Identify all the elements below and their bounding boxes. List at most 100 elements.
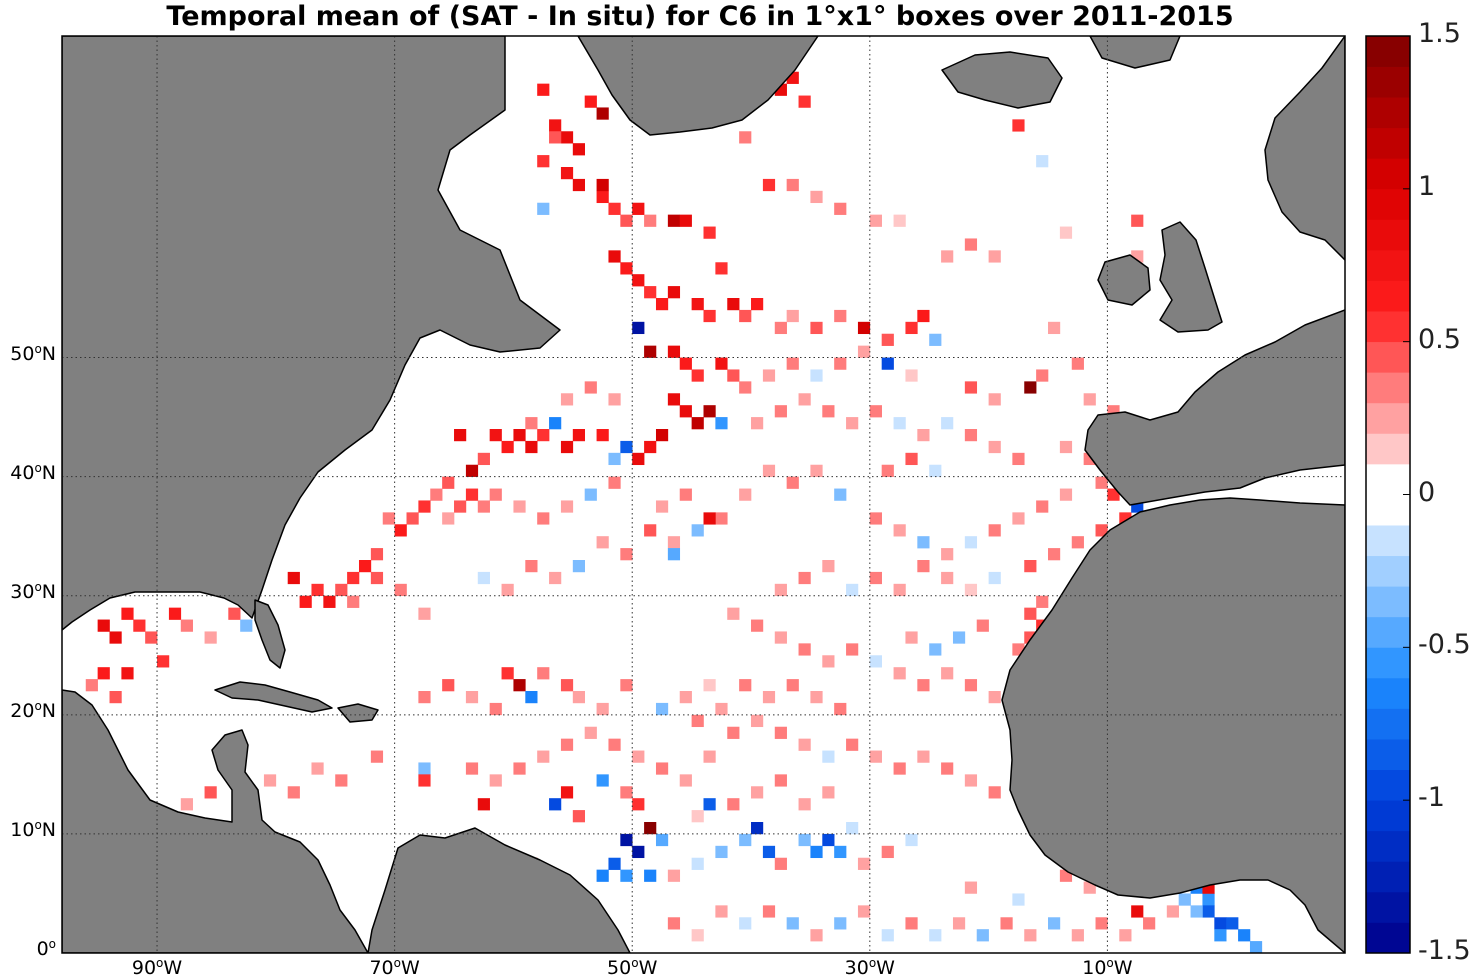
heatmap-cell [1012, 452, 1025, 466]
heatmap-cell [85, 679, 98, 692]
heatmap-cell [489, 488, 502, 501]
heatmap-cell [145, 631, 158, 644]
heatmap-cell [715, 262, 728, 275]
heatmap-cell [893, 417, 906, 430]
map-title: Temporal mean of (SAT - In situ) for C6 … [166, 1, 1234, 32]
heatmap-cell [1059, 488, 1073, 501]
heatmap-cell [1024, 929, 1037, 942]
heatmap-cell [525, 691, 538, 704]
heatmap-cell [893, 762, 906, 775]
tick-hemisphere: N [41, 818, 56, 841]
heatmap-cell [465, 691, 479, 704]
heatmap-cell [774, 857, 787, 870]
tick-value: 20 [10, 699, 35, 722]
heatmap-cell [584, 726, 597, 739]
heatmap-cell [501, 583, 514, 597]
land-south-america [367, 827, 631, 953]
heatmap-cell [525, 560, 538, 573]
heatmap-cell [786, 917, 799, 930]
colorbar-level [1366, 66, 1410, 98]
heatmap-cell [952, 917, 966, 930]
heatmap-cell [786, 178, 799, 192]
heatmap-cell [1071, 357, 1084, 370]
tick-hemisphere: W [638, 957, 658, 979]
tick-value: 30 [10, 580, 35, 603]
heatmap-cell [834, 488, 847, 501]
heatmap-cell [347, 595, 360, 608]
heatmap-cell [869, 750, 882, 763]
heatmap-cell [560, 786, 574, 799]
heatmap-cell [1012, 119, 1025, 132]
heatmap-cell [857, 905, 871, 918]
heatmap-cell [727, 369, 740, 382]
heatmap-cell [596, 536, 609, 549]
heatmap-cell [1071, 929, 1084, 942]
heatmap-cell [323, 595, 336, 608]
colorbar [1366, 35, 1410, 954]
longitude-tick-label: 30oW [830, 956, 910, 979]
tick-hemisphere: N [41, 580, 56, 603]
heatmap-cell [929, 333, 942, 346]
latitude-tick-label: 10oN [0, 818, 56, 841]
heatmap-cell [703, 750, 716, 763]
longitude-tick-label: 10oW [1067, 956, 1147, 979]
colorbar-level [1366, 36, 1410, 67]
heatmap-cell [287, 786, 300, 799]
heatmap-cell [644, 286, 657, 299]
heatmap-cell [964, 583, 978, 597]
heatmap-cell [1012, 512, 1025, 525]
heatmap-cell [857, 857, 871, 870]
land-greenland [577, 36, 819, 136]
heatmap-cell [905, 369, 918, 382]
heatmap-cell [1095, 524, 1108, 537]
heatmap-cell [751, 298, 764, 311]
heatmap-cell [644, 524, 657, 537]
heatmap-cell [632, 798, 645, 811]
heatmap-cell [834, 917, 847, 930]
heatmap-cell [1036, 595, 1049, 608]
heatmap-cell [549, 131, 562, 144]
latitude-tick-label: 20oN [0, 699, 56, 722]
heatmap-cell [691, 298, 704, 311]
heatmap-cell [881, 845, 894, 859]
heatmap-cell [596, 178, 609, 192]
heatmap-cell [941, 667, 954, 680]
heatmap-cell [905, 917, 918, 930]
heatmap-cell [572, 810, 585, 823]
heatmap-cell [537, 202, 550, 215]
colorbar-tick-label: 0.5 [1418, 323, 1461, 355]
heatmap-cell [739, 679, 752, 692]
heatmap-cell [537, 429, 550, 442]
heatmap-cell [560, 679, 574, 692]
tick-value: 70 [369, 957, 394, 979]
colorbar-level [1366, 188, 1410, 220]
heatmap-cell [655, 702, 669, 716]
degree-sign: o [1106, 956, 1114, 970]
colorbar-frame [1365, 35, 1411, 954]
heatmap-cell [442, 476, 455, 489]
heatmap-cell [988, 691, 1001, 704]
heatmap-cell [715, 845, 728, 859]
heatmap-cell [560, 738, 574, 751]
heatmap-cell [893, 583, 906, 597]
heatmap-cell [1238, 929, 1251, 942]
heatmap-cell [869, 405, 882, 418]
tick-value: 10 [1082, 957, 1107, 979]
heatmap-cell [1131, 214, 1144, 227]
heatmap-cell [822, 655, 835, 668]
heatmap-cell [774, 774, 787, 787]
heatmap-cell [941, 548, 954, 561]
heatmap-cell [857, 345, 871, 358]
heatmap-cell [1024, 381, 1037, 394]
heatmap-cell [774, 405, 787, 418]
heatmap-cell [691, 857, 704, 870]
heatmap-cell [703, 679, 716, 692]
heatmap-cell [97, 619, 110, 632]
heatmap-cell [572, 178, 585, 192]
heatmap-cell [501, 440, 514, 454]
heatmap-cell [667, 869, 681, 882]
colorbar-level [1366, 127, 1410, 159]
heatmap-cell [679, 405, 692, 418]
heatmap-cell [549, 571, 562, 585]
tick-value: 50 [10, 342, 35, 365]
